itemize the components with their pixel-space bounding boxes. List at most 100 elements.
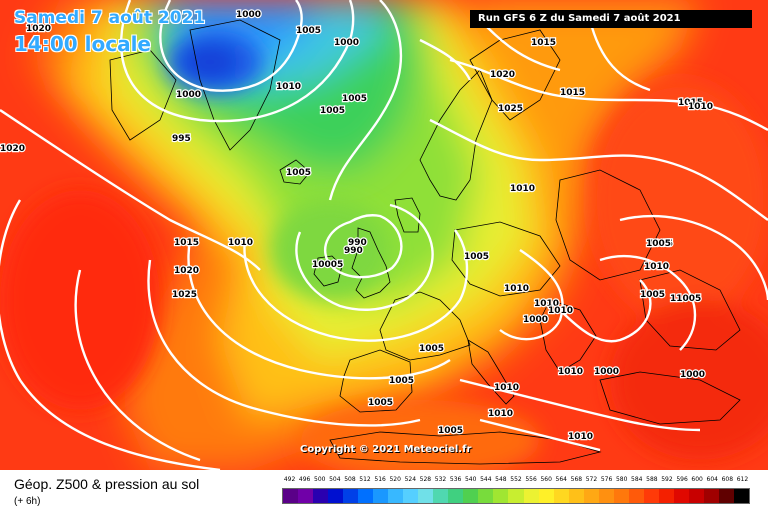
legend-swatch — [583, 489, 599, 503]
legend-swatch — [463, 489, 479, 503]
isobar-label: 1010 — [688, 102, 713, 112]
forecast-time: 14:00 locale — [14, 32, 151, 56]
isobar-label: 1010 — [276, 82, 301, 92]
legend-swatch — [403, 489, 419, 503]
field-title: Géop. Z500 & pression au sol — [14, 476, 200, 492]
isobar-label: 995 — [172, 134, 191, 144]
legend-value-label: 564 — [555, 476, 567, 483]
legend-swatch — [298, 489, 314, 503]
legend-value-label: 516 — [374, 476, 386, 483]
isobar-label: 1005 — [296, 26, 321, 36]
isobar-label: 1005 — [389, 376, 414, 386]
legend-value-label: 612 — [736, 476, 749, 483]
legend-swatch — [613, 489, 629, 503]
legend-swatch — [283, 489, 299, 503]
legend-value-label: 520 — [389, 476, 401, 483]
legend-value-label: 572 — [585, 476, 598, 483]
legend-value-label: 528 — [419, 476, 432, 483]
legend-swatch — [373, 489, 389, 503]
isobar-label: 1020 — [174, 266, 199, 276]
legend-value-label: 588 — [646, 476, 658, 483]
weather-map: 1000 1005 1000 1010 1005 1000 995 1020 1005 1005 1… — [0, 0, 768, 470]
map-canvas: 1000 1005 1000 1010 1005 1000 995 1020 1005 1005 1… — [0, 0, 768, 470]
isobar-label: 1010 — [644, 262, 669, 272]
legend-value-label: 604 — [706, 476, 718, 483]
legend-swatch — [598, 489, 614, 503]
legend-value-label: 492 — [283, 476, 296, 483]
legend-swatch — [388, 489, 404, 503]
legend-value-label: 524 — [404, 476, 417, 483]
isobar-label: 990 — [348, 238, 367, 248]
legend-swatch — [418, 489, 434, 503]
legend-value-label: 544 — [480, 476, 492, 483]
isobar-label: 1020 — [0, 144, 25, 154]
legend-swatch — [568, 489, 584, 503]
legend-swatch — [433, 489, 449, 503]
legend-swatch — [688, 489, 704, 503]
isobar-label: 1005 — [438, 426, 463, 436]
legend-value-label: 508 — [344, 476, 356, 483]
isobar-label: 1010 — [488, 409, 513, 419]
legend-swatch — [703, 489, 719, 503]
isobar-label: 990 — [344, 246, 363, 256]
isobar-label: 1005 — [286, 168, 311, 178]
isobar-label: 1000 — [236, 10, 261, 20]
isobar-label: 1005 — [368, 398, 393, 408]
isobar-label: 1010 — [558, 367, 583, 377]
isobar-label: 1005 — [464, 252, 489, 262]
legend-value-label: 532 — [434, 476, 447, 483]
isobar-label: 1015 — [560, 88, 585, 98]
isobar-label: 1020 — [490, 70, 515, 80]
legend-swatch — [493, 489, 509, 503]
isobar-label: 1010 — [494, 383, 519, 393]
legend-value-label: 540 — [464, 476, 477, 483]
legend-value-label: 584 — [631, 476, 643, 483]
legend-value-label: 556 — [525, 476, 537, 483]
legend-swatch — [733, 489, 749, 503]
isobar-label: 1005 — [342, 94, 367, 104]
legend-value-label: 576 — [600, 476, 613, 483]
isobar-label: 1010 — [568, 432, 593, 442]
isobar-label: 1010 — [534, 299, 559, 309]
isobar-label: 1025 — [498, 104, 523, 114]
isobar-label: 1000 — [176, 90, 201, 100]
isobar-label: 1010 — [228, 238, 253, 248]
legend-swatch — [313, 489, 329, 503]
legend-value-label: 512 — [359, 476, 371, 483]
legend-value-label: 536 — [449, 476, 462, 483]
legend-swatch — [658, 489, 674, 503]
legend-value-label: 504 — [329, 476, 341, 483]
legend-labels: 492 496 500 504 508 512 516 520 524 528 532 536 540 5… — [282, 476, 750, 488]
legend-swatch — [523, 489, 539, 503]
legend-swatch — [508, 489, 524, 503]
isobar-label: 11005 — [670, 294, 701, 304]
legend-value-label: 500 — [314, 476, 326, 483]
isobar-label: 1015 — [174, 238, 199, 248]
isobar-label: 1005 — [419, 344, 444, 354]
legend-swatch — [628, 489, 644, 503]
isobar-label: 1000 — [523, 315, 548, 325]
legend-value-label: 592 — [661, 476, 673, 483]
isobar-label: 1015 — [531, 38, 556, 48]
legend-swatches — [282, 488, 750, 504]
legend-value-label: 560 — [540, 476, 552, 483]
isobar-label: 1005 — [646, 239, 671, 249]
isobar-label: 1005 — [640, 290, 665, 300]
legend-value-label: 580 — [615, 476, 628, 483]
isobar-label: 1000 — [680, 370, 705, 380]
isobar-label: 1010 — [510, 184, 535, 194]
legend-swatch — [328, 489, 344, 503]
isobar-label: 10005 — [312, 260, 343, 270]
forecast-date: Samedi 7 août 2021 — [14, 8, 206, 28]
isobar-label: 1020 — [26, 24, 51, 34]
run-label: Run GFS 6 Z du Samedi 7 août 2021 — [470, 10, 752, 28]
isobar-lines — [0, 0, 768, 470]
isobar-labels: 1000 1005 1000 1010 1005 1000 995 1020 1005 1005 1… — [0, 9, 714, 443]
legend-swatch — [358, 489, 374, 503]
isobar-label: 1005 — [320, 106, 345, 116]
color-scale-legend: 492 496 500 504 508 512 516 520 524 528 532 536 540 5… — [282, 476, 750, 506]
copyright-text: Copyright © 2021 Meteociel.fr — [300, 444, 472, 455]
isobar-label: 1005 — [648, 239, 673, 249]
legend-swatch — [538, 489, 554, 503]
legend-swatch — [343, 489, 359, 503]
